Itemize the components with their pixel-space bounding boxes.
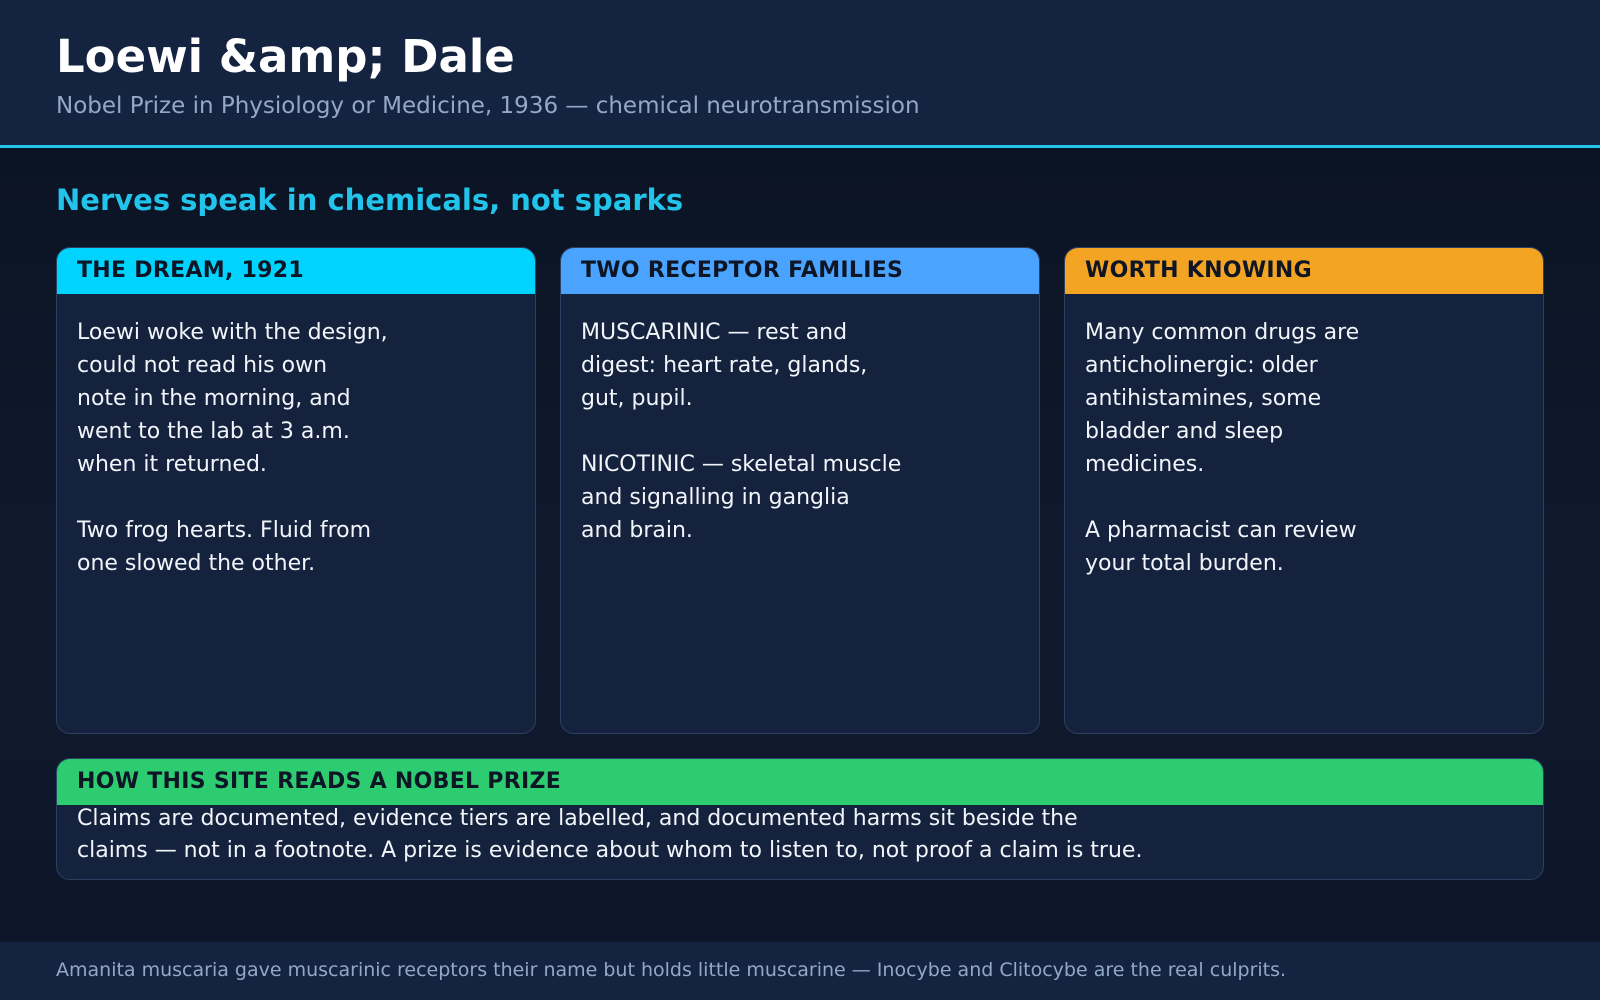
page-subtitle: Nobel Prize in Physiology or Medicine, 1… (56, 93, 920, 119)
card-worth-knowing: WORTH KNOWING Many common drugs are anti… (1064, 247, 1544, 734)
card-body: MUSCARINIC — rest and digest: heart rate… (581, 320, 902, 543)
card-body: Many common drugs are anticholinergic: o… (1085, 320, 1360, 576)
section-heading: Nerves speak in chemicals, not sparks (56, 183, 684, 217)
card-title: WORTH KNOWING (1065, 248, 1543, 294)
card-the-dream: THE DREAM, 1921 Loewi woke with the desi… (56, 247, 536, 734)
card-title: TWO RECEPTOR FAMILIES (561, 248, 1039, 294)
page-title: Loewi &amp; Dale (56, 30, 515, 83)
page-footer: Amanita muscaria gave muscarinic recepto… (0, 942, 1600, 1000)
page-header: Loewi &amp; Dale Nobel Prize in Physiolo… (0, 0, 1600, 148)
card-nobel-reading: HOW THIS SITE READS A NOBEL PRIZE Claims… (56, 758, 1544, 880)
card-body: Claims are documented, evidence tiers ar… (77, 806, 1143, 863)
card-body: Loewi woke with the design, could not re… (77, 320, 388, 576)
footer-note: Amanita muscaria gave muscarinic recepto… (56, 959, 1287, 981)
card-title: THE DREAM, 1921 (57, 248, 535, 294)
card-receptor-families: TWO RECEPTOR FAMILIES MUSCARINIC — rest … (560, 247, 1040, 734)
card-title: HOW THIS SITE READS A NOBEL PRIZE (57, 759, 1543, 805)
